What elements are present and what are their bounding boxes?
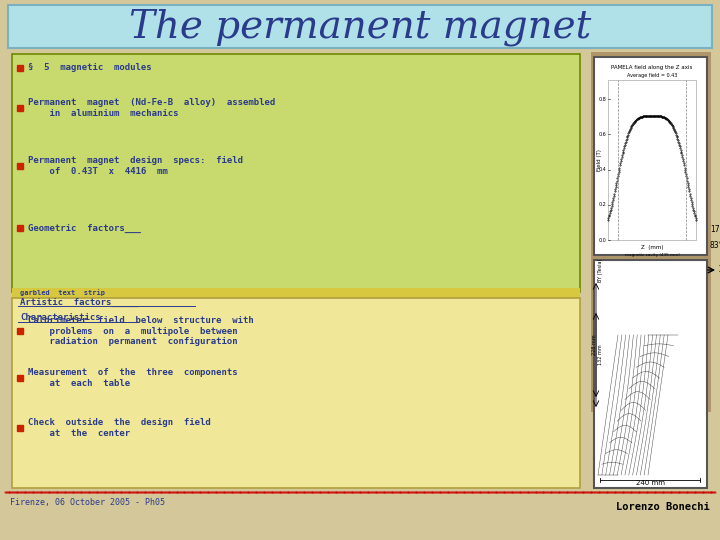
Text: Field (T): Field (T)	[598, 149, 603, 171]
Text: BY (Tesla): BY (Tesla)	[598, 258, 603, 282]
Text: Permanent  magnet  design  specs:  field
    of  0.43T  x  4416  mm: Permanent magnet design specs: field of …	[28, 156, 243, 176]
Text: 0.4: 0.4	[598, 167, 606, 172]
Text: Z  (mm): Z (mm)	[641, 246, 663, 251]
Bar	[608, 80, 696, 240]
Text: 0.8: 0.8	[598, 97, 606, 102]
Text: Geometric  factors___: Geometric factors___	[28, 224, 141, 233]
Bar	[594, 57, 707, 255]
Text: Check  outside  the  design  field
    at  the  center: Check outside the design field at the ce…	[28, 418, 211, 438]
Text: Calorimeter  field  below  structure  with
    problems  on  a  multipole  betwe: Calorimeter field below structure with p…	[28, 316, 253, 346]
Text: PAMELA field along the Z axis: PAMELA field along the Z axis	[611, 65, 693, 71]
Text: 132 mm: 132 mm	[598, 345, 603, 366]
Text: 0.2: 0.2	[598, 202, 606, 207]
Bar	[8, 5, 712, 48]
Text: Permanent  magnet  (Nd-Fe-B  alloy)  assembled
    in  aluminium  mechanics: Permanent magnet (Nd-Fe-B alloy) assembl…	[28, 98, 275, 118]
Text: Lorenzo Bonechi: Lorenzo Bonechi	[616, 502, 710, 512]
Text: garbled  text  strip: garbled text strip	[20, 289, 105, 296]
Text: The permanent magnet: The permanent magnet	[129, 8, 591, 46]
Text: 240 mm: 240 mm	[636, 480, 665, 486]
Bar	[12, 298, 580, 488]
Text: §  5  magnetic  modules: § 5 magnetic modules	[28, 64, 152, 72]
Text: 83°: 83°	[710, 240, 720, 249]
Text: Characteristics: Characteristics	[20, 314, 101, 322]
Text: magnetic cavity (435 mm): magnetic cavity (435 mm)	[624, 253, 680, 257]
Bar	[12, 288, 580, 298]
Bar	[594, 260, 707, 488]
Text: 0.0: 0.0	[598, 238, 606, 242]
Bar	[12, 54, 580, 292]
Text: X: X	[719, 266, 720, 274]
Text: 17°: 17°	[710, 226, 720, 234]
Text: Measurement  of  the  three  components
    at  each  table: Measurement of the three components at e…	[28, 368, 238, 388]
Text: 0.6: 0.6	[598, 132, 606, 137]
Bar	[591, 52, 711, 412]
Text: 228 mm: 228 mm	[592, 335, 596, 355]
Text: Firenze, 06 October 2005 - Ph05: Firenze, 06 October 2005 - Ph05	[10, 498, 165, 508]
Text: Artistic  factors_____: Artistic factors_____	[20, 298, 138, 307]
Text: Average field = 0.43: Average field = 0.43	[627, 72, 678, 78]
